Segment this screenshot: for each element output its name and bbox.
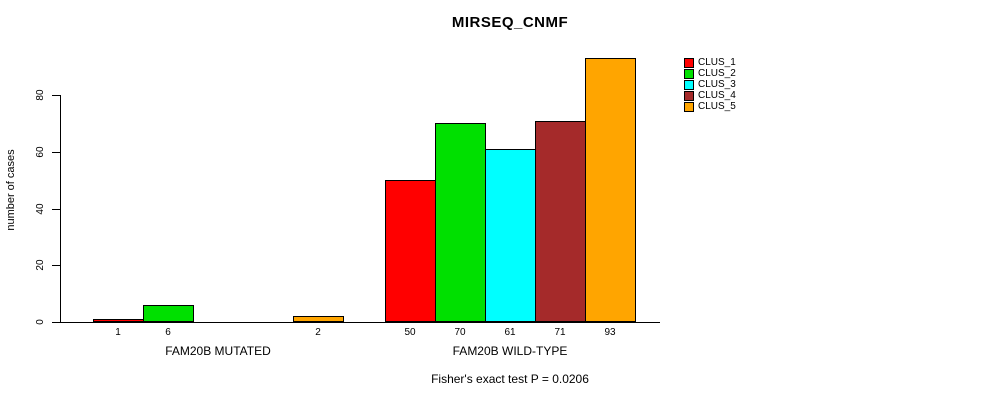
y-axis: [60, 95, 61, 323]
legend-item-clus_1: CLUS_1: [684, 57, 736, 68]
y-tick-label: 80: [35, 89, 46, 101]
bar-value-label: 70: [454, 327, 466, 338]
legend-label-clus_4: CLUS_4: [698, 90, 736, 101]
bar-clus_5: [293, 316, 344, 322]
y-tick-label: 40: [35, 202, 46, 215]
bar-clus_1: [93, 319, 144, 322]
bar-clus_2: [435, 123, 486, 322]
y-tick-label: 20: [35, 259, 46, 271]
bar-clus_5: [585, 58, 636, 322]
bar-clus_2: [143, 305, 194, 322]
bar-clus_3: [485, 149, 536, 322]
y-tick-mark: [52, 208, 60, 210]
x-category-label: FAM20B WILD-TYPE: [452, 344, 568, 358]
legend-label-clus_2: CLUS_2: [698, 68, 736, 79]
y-tick-mark: [52, 151, 60, 153]
y-tick-mark: [52, 322, 60, 323]
bar-value-label: 6: [165, 327, 171, 338]
legend-swatch-clus_2: [684, 68, 694, 79]
bar-clus_1: [385, 180, 436, 322]
y-tick-label: 0: [35, 319, 46, 325]
x-category-label: FAM20B MUTATED: [165, 344, 271, 358]
footnote: Fisher's exact test P = 0.0206: [431, 372, 589, 386]
y-tick-mark: [52, 265, 60, 267]
legend-label-clus_1: CLUS_1: [698, 57, 736, 68]
legend-item-clus_4: CLUS_4: [684, 90, 736, 101]
bar-clus_4: [535, 121, 586, 322]
legend-item-clus_3: CLUS_3: [684, 79, 736, 90]
bar-value-label: 93: [604, 327, 616, 338]
bar-value-label: 50: [404, 327, 416, 338]
legend-swatch-clus_3: [684, 79, 694, 90]
legend-item-clus_2: CLUS_2: [684, 68, 736, 79]
legend-swatch-clus_4: [684, 90, 694, 101]
legend-label-clus_3: CLUS_3: [698, 79, 736, 90]
legend-swatch-clus_5: [684, 101, 694, 112]
legend: CLUS_1 CLUS_2 CLUS_3 CLUS_4 CLUS_5: [684, 57, 736, 112]
bar-value-label: 61: [504, 327, 516, 338]
y-tick-label: 60: [35, 146, 46, 158]
bar-value-label: 1: [115, 327, 121, 338]
legend-label-clus_5: CLUS_5: [698, 101, 736, 112]
legend-swatch-clus_1: [684, 57, 694, 68]
bar-value-label: 2: [315, 327, 321, 338]
x-axis: [60, 322, 660, 323]
chart-title: MIRSEQ_CNMF: [451, 14, 569, 31]
legend-item-clus_5: CLUS_5: [684, 101, 736, 112]
y-tick-mark: [52, 95, 60, 96]
bar-value-label: 71: [554, 327, 566, 338]
